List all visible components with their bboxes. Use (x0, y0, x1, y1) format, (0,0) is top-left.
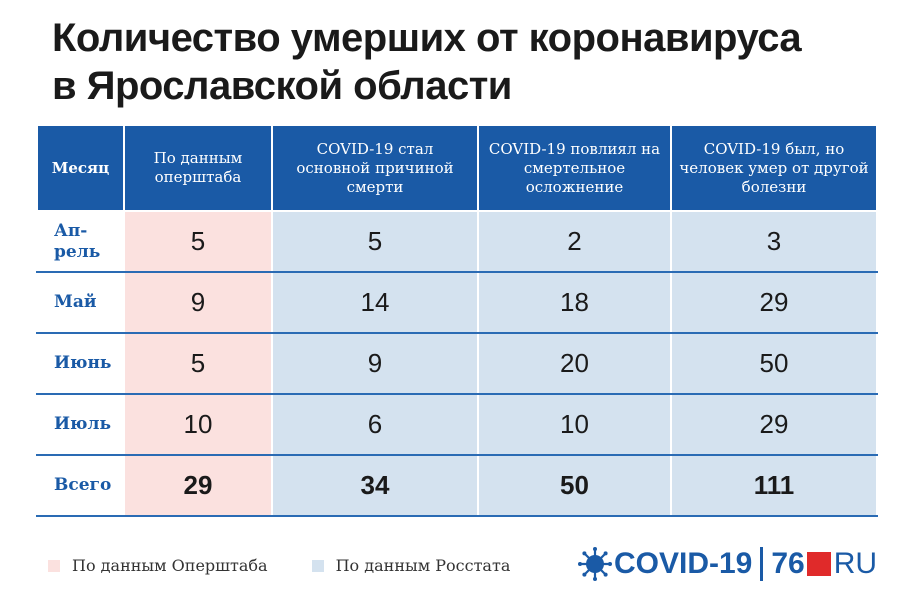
value-cell: 18 (477, 271, 672, 334)
value-cell: 5 (123, 332, 273, 395)
value-cell: 10 (123, 393, 273, 456)
value-cell: 9 (123, 271, 273, 334)
total-cell: 50 (477, 454, 672, 517)
legend-item-operstab: По данным Оперштаба (48, 556, 268, 575)
deaths-table: Месяц По данным оперштаба COVID-19 стал … (36, 124, 878, 517)
logo-covid-text: COVID-19 (614, 547, 753, 580)
value-cell: 10 (477, 393, 672, 456)
chart-title: Количество умерших от коронавируса в Яро… (52, 14, 882, 110)
month-cell: Ап-рель (36, 211, 125, 273)
value-cell: 29 (670, 393, 878, 456)
header-main-cause: COVID-19 стал основной причиной смерти (271, 124, 479, 212)
value-cell: 5 (271, 211, 479, 273)
header-other-disease: COVID-19 был, но человек умер от другой … (670, 124, 878, 212)
value-cell: 20 (477, 332, 672, 395)
table-row: Май 9 14 18 29 (36, 271, 878, 334)
table-row: Июль 10 6 10 29 (36, 393, 878, 456)
value-cell: 6 (271, 393, 479, 456)
logo-ru: RU (833, 547, 878, 580)
legend: По данным Оперштаба По данным Росстата (48, 556, 554, 575)
title-line-1: Количество умерших от коронавируса (52, 16, 802, 60)
virus-icon (578, 547, 612, 581)
month-cell: Июль (36, 393, 125, 456)
month-cell: Июнь (36, 332, 125, 395)
value-cell: 3 (670, 211, 878, 273)
total-cell: 29 (123, 454, 273, 517)
covid-76-logo: COVID-19 76 RU (578, 544, 877, 584)
legend-swatch-operstab (48, 559, 60, 572)
table-row: Ап-рель 5 5 2 3 (36, 211, 878, 273)
title-line-2: в Ярославской области (52, 64, 512, 108)
legend-swatch-rosstat (311, 559, 324, 572)
header-complication: COVID-19 повлиял на смертельное осложнен… (477, 124, 672, 212)
header-operstab: По данным оперштаба (123, 124, 273, 212)
logo-red-square (806, 552, 831, 576)
legend-item-rosstat: По данным Росстата (311, 556, 511, 575)
table-header-row: Месяц По данным оперштаба COVID-19 стал … (36, 124, 878, 212)
header-month: Месяц (36, 124, 125, 212)
value-cell: 29 (670, 271, 878, 334)
value-cell: 9 (271, 332, 479, 395)
month-cell: Всего (36, 454, 125, 517)
legend-label-rosstat: По данным Росстата (335, 556, 511, 575)
value-cell: 14 (271, 271, 479, 334)
total-cell: 111 (670, 454, 878, 517)
logo-number: 76 (771, 547, 805, 580)
logo-separator (760, 547, 764, 581)
legend-label-operstab: По данным Оперштаба (72, 556, 268, 575)
value-cell: 2 (477, 211, 672, 273)
month-cell: Май (36, 271, 125, 334)
value-cell: 5 (123, 211, 273, 273)
total-cell: 34 (271, 454, 479, 517)
table-row: Июнь 5 9 20 50 (36, 332, 878, 395)
value-cell: 50 (670, 332, 878, 395)
table-row-total: Всего 29 34 50 111 (36, 454, 878, 517)
